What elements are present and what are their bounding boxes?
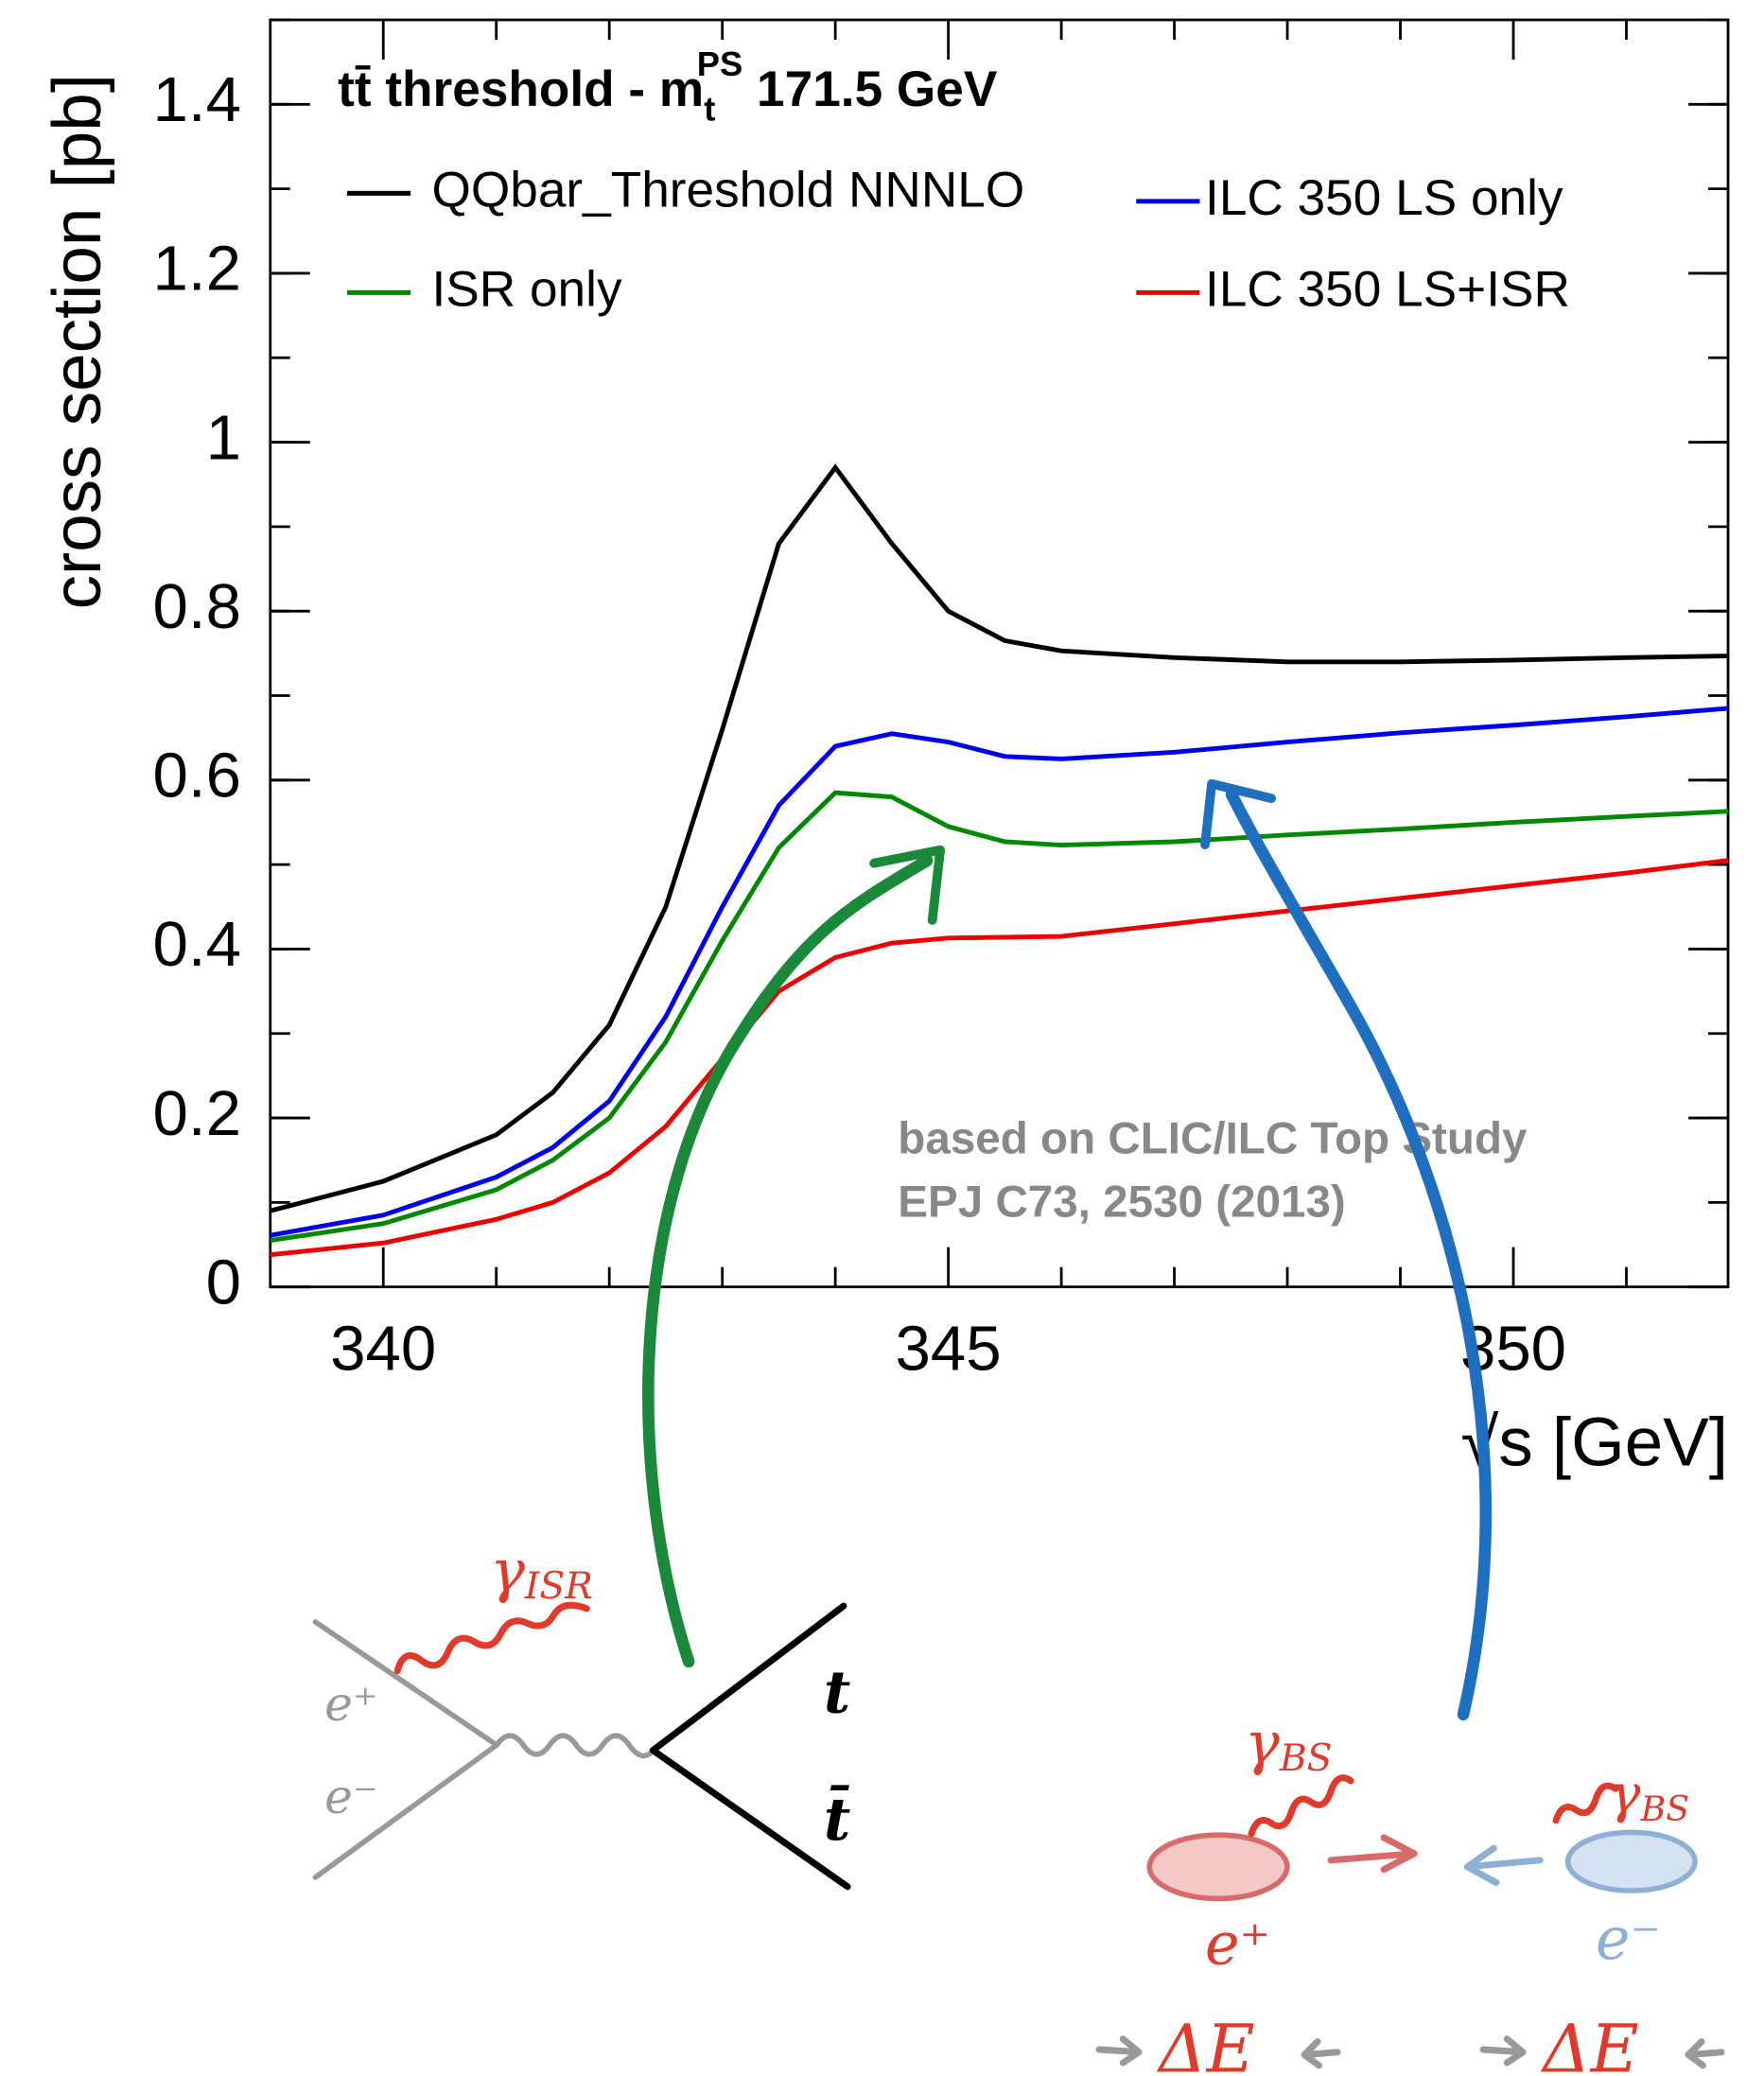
chart-title: tt̄ threshold - mt PS 171.5 GeV — [338, 44, 998, 129]
y-tick-label: 0.8 — [153, 571, 241, 642]
y-axis-label: cross section [pb] — [39, 74, 115, 609]
x-tick-label: 345 — [896, 1313, 1002, 1384]
y-tick-label: 0 — [206, 1247, 241, 1317]
spread-label: ΔE — [1540, 2011, 1639, 2076]
bunch — [1146, 1832, 1290, 1902]
isr-label: γISR — [490, 1537, 593, 1608]
y-tick-label: 1.4 — [153, 64, 241, 135]
y-tick-label: 1.2 — [153, 234, 241, 305]
sketch — [312, 778, 1725, 2069]
legend-label: QQbar_Threshold NNNLO — [432, 162, 1025, 218]
subscript: ISR — [524, 1565, 593, 1608]
x-tick-label: 340 — [330, 1313, 436, 1384]
legend-label: ISR only — [432, 261, 622, 317]
title-sup: PS — [697, 44, 743, 83]
series-line — [270, 858, 1729, 1258]
plot-frame — [269, 18, 1730, 1289]
arrowhead — [869, 845, 945, 925]
subscript: BS — [1279, 1737, 1333, 1780]
arrow-bs — [1225, 788, 1493, 1721]
title-main: tt̄ threshold - m — [338, 61, 704, 117]
y-tick-label: 0.2 — [153, 1078, 241, 1149]
propagator — [494, 1733, 656, 1759]
legend-label: ILC 350 LS+ISR — [1205, 261, 1570, 317]
arrow-isr — [642, 854, 934, 1668]
top-lines — [649, 1602, 851, 1891]
y-tick-label: 1 — [206, 402, 241, 473]
isr-photon — [393, 1601, 590, 1675]
title-value: 171.5 GeV — [742, 61, 998, 117]
title-sub: t — [704, 89, 715, 128]
x-axis-label: √s [GeV] — [1460, 1404, 1728, 1480]
bunch — [1564, 1829, 1698, 1893]
gamma: γ — [1609, 1764, 1641, 1825]
series-line — [270, 463, 1729, 1213]
arrowhead — [1200, 778, 1276, 850]
y-tick-label: 0.6 — [153, 741, 241, 811]
series-line — [270, 790, 1729, 1243]
bs-label: γBS — [1245, 1709, 1332, 1780]
beam-label: e⁺ — [1205, 1910, 1270, 1979]
top-label: t̄ — [824, 1785, 850, 1854]
bs-photon — [1552, 1782, 1619, 1824]
bunch-arrow — [1327, 1834, 1418, 1874]
y-tick-label: 0.4 — [153, 909, 241, 980]
beam-label: e⁺ — [324, 1676, 377, 1732]
spread-label: ΔE — [1156, 2011, 1255, 2076]
bs-photon — [1248, 1774, 1354, 1838]
series-line — [270, 706, 1729, 1238]
legend-label: ILC 350 LS only — [1205, 170, 1563, 226]
subscript: BS — [1639, 1788, 1689, 1829]
spread-arrows — [1095, 2035, 1725, 2069]
annotation: EPJ C73, 2530 (2013) — [898, 1177, 1345, 1227]
bs-label: γBS — [1609, 1764, 1689, 1829]
top-label: t — [824, 1658, 850, 1727]
gamma: γ — [1245, 1709, 1280, 1777]
beam-label: e⁻ — [1596, 1905, 1661, 1973]
annotation: based on CLIC/ILC Top Study — [898, 1113, 1528, 1163]
beam-label: e⁻ — [324, 1769, 377, 1824]
gamma: γ — [490, 1537, 525, 1605]
bunch-arrow — [1463, 1844, 1544, 1887]
